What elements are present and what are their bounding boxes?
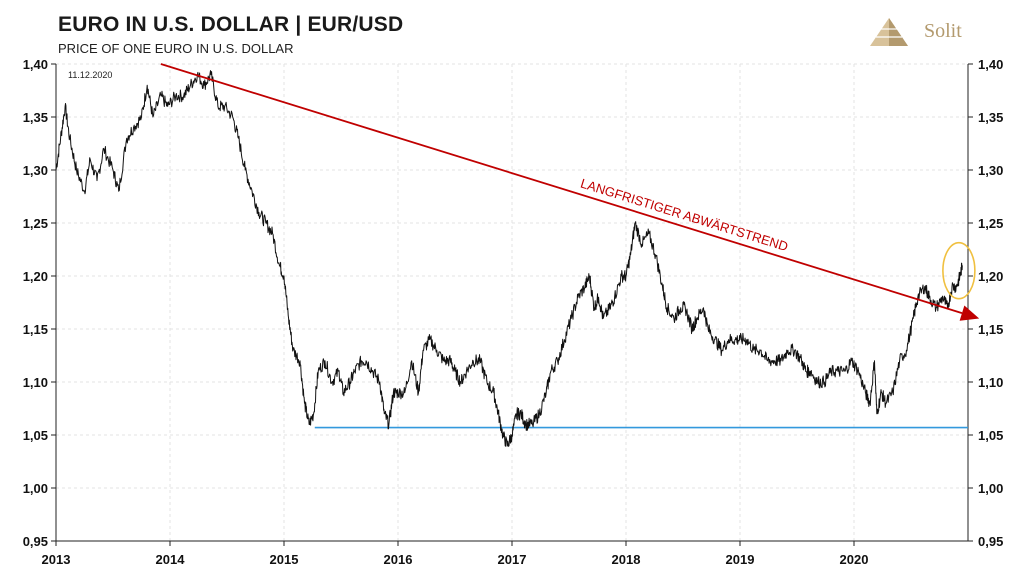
trendline: [160, 63, 963, 314]
x-tick-label: 2019: [726, 552, 755, 567]
y-tick-label-right: 1,35: [978, 110, 1003, 125]
trendline-label: LANGFRISTIGER ABWÄRTSTREND: [579, 176, 790, 255]
y-tick-label-right: 0,95: [978, 534, 1003, 549]
logo-text: Solit: [924, 20, 962, 42]
grid: [55, 63, 968, 542]
y-tick-label-right: 1,15: [978, 322, 1003, 337]
x-tick-label: 2013: [42, 552, 71, 567]
y-tick-label-left: 1,10: [23, 375, 48, 390]
x-tick-label: 2018: [612, 552, 641, 567]
y-tick-label-left: 1,35: [23, 110, 48, 125]
x-tick-label: 2015: [270, 552, 299, 567]
y-tick-label-left: 1,25: [23, 216, 48, 231]
price-series-line: [55, 70, 963, 447]
y-tick-label-left: 1,15: [23, 322, 48, 337]
x-tick-label: 2016: [384, 552, 413, 567]
plot-area: LANGFRISTIGER ABWÄRTSTREND: [55, 63, 980, 447]
y-tick-label-left: 1,20: [23, 269, 48, 284]
x-tick-label: 2017: [498, 552, 527, 567]
chart-title: EURO IN U.S. DOLLAR | EUR/USD: [58, 13, 404, 36]
y-tick-label-right: 1,20: [978, 269, 1003, 284]
y-tick-label-right: 1,30: [978, 163, 1003, 178]
y-tick-label-left: 1,40: [23, 57, 48, 72]
chart-subtitle: PRICE OF ONE EURO IN U.S. DOLLAR: [58, 41, 294, 56]
solit-logo: Solit: [862, 14, 982, 50]
y-tick-label-left: 1,00: [23, 481, 48, 496]
pyramid-icon: [870, 18, 908, 46]
y-tick-label-left: 0,95: [23, 534, 48, 549]
x-tick-label: 2014: [156, 552, 186, 567]
y-tick-label-right: 1,25: [978, 216, 1003, 231]
y-tick-label-right: 1,10: [978, 375, 1003, 390]
y-tick-label-right: 1,00: [978, 481, 1003, 496]
x-tick-label: 2020: [840, 552, 869, 567]
y-tick-label-left: 1,30: [23, 163, 48, 178]
y-tick-label-left: 1,05: [23, 428, 48, 443]
date-label: 11.12.2020: [68, 70, 112, 80]
tick-labels: 0,95 0,95 1,00 1,00 1,05 1,05 1,10 1,10 1,15 1,15…: [23, 57, 1004, 567]
y-tick-label-right: 1,05: [978, 428, 1003, 443]
y-tick-label-right: 1,40: [978, 57, 1003, 72]
axes: [51, 63, 973, 546]
trendline-arrowhead: [959, 305, 980, 321]
highlight-ellipse: [942, 241, 976, 300]
